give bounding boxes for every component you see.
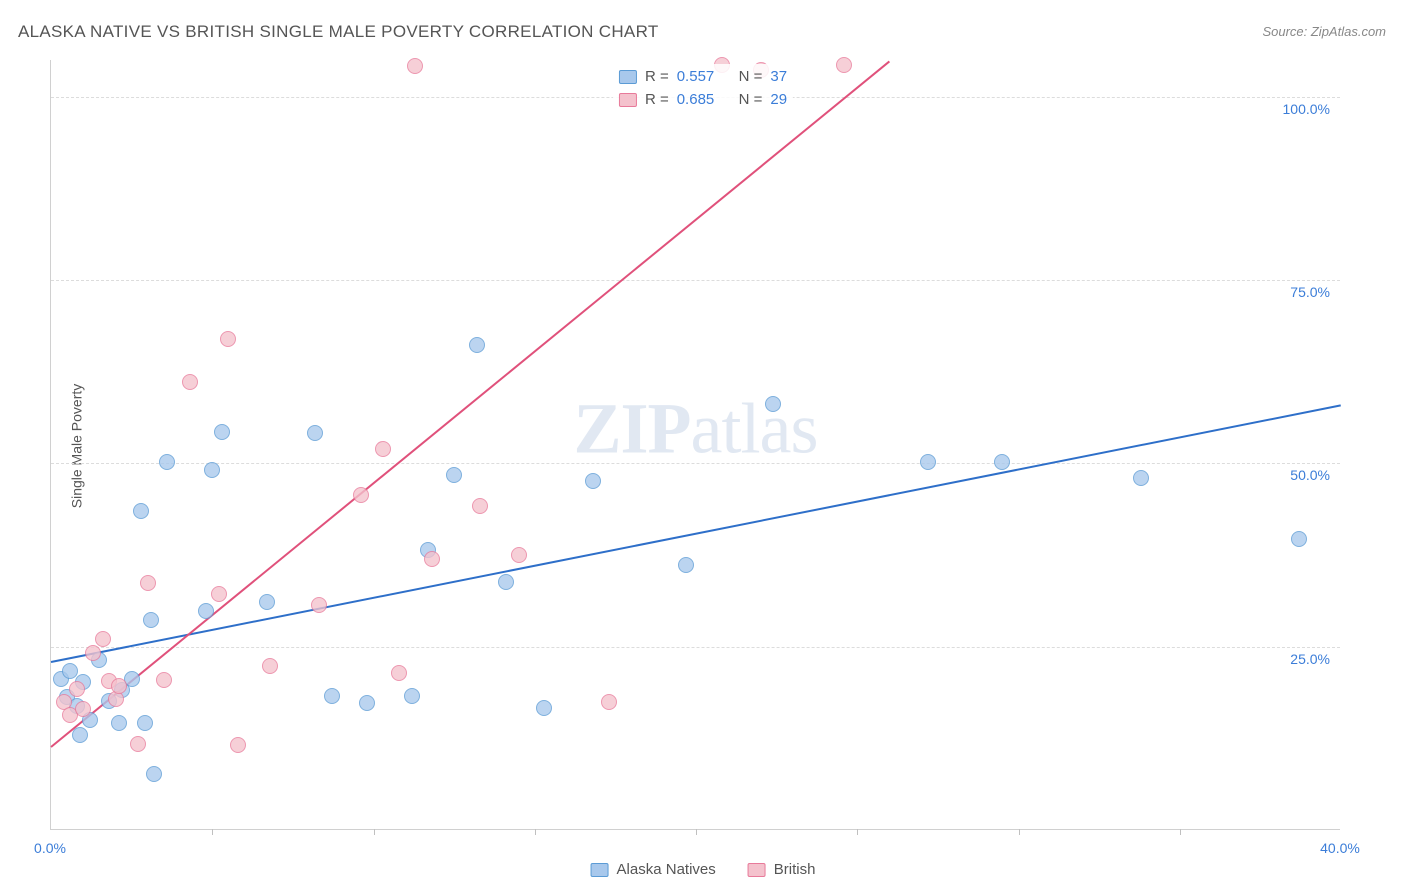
scatter-point: [498, 574, 514, 590]
scatter-point: [143, 612, 159, 628]
scatter-point: [391, 665, 407, 681]
scatter-point: [111, 678, 127, 694]
x-tick-mark: [374, 829, 375, 835]
swatch-icon: [619, 93, 637, 107]
grid-line: [51, 647, 1340, 648]
chart-title: ALASKA NATIVE VS BRITISH SINGLE MALE POV…: [18, 22, 659, 42]
scatter-point: [140, 575, 156, 591]
x-tick-mark: [212, 829, 213, 835]
y-tick-label: 25.0%: [1290, 651, 1330, 667]
scatter-point: [994, 454, 1010, 470]
x-tick-mark: [696, 829, 697, 835]
x-tick-mark: [857, 829, 858, 835]
scatter-point: [469, 337, 485, 353]
scatter-point: [311, 597, 327, 613]
scatter-point: [601, 694, 617, 710]
scatter-point: [95, 631, 111, 647]
scatter-point: [424, 551, 440, 567]
scatter-point: [72, 727, 88, 743]
scatter-point: [1291, 531, 1307, 547]
scatter-point: [585, 473, 601, 489]
scatter-point: [836, 57, 852, 73]
scatter-point: [472, 498, 488, 514]
scatter-point: [920, 454, 936, 470]
scatter-point: [765, 396, 781, 412]
scatter-point: [137, 715, 153, 731]
legend-item-0: Alaska Natives: [591, 861, 716, 878]
scatter-point: [404, 688, 420, 704]
scatter-point: [446, 467, 462, 483]
swatch-icon: [591, 863, 609, 877]
x-tick-mark: [1180, 829, 1181, 835]
y-tick-label: 75.0%: [1290, 284, 1330, 300]
plot-area: ZIPatlas 25.0%50.0%75.0%100.0%: [50, 60, 1340, 830]
swatch-icon: [619, 70, 637, 84]
swatch-icon: [748, 863, 766, 877]
stats-row-series-1: R = 0.685 N = 29: [619, 89, 787, 112]
x-tick-label: 0.0%: [34, 840, 66, 856]
scatter-point: [85, 645, 101, 661]
scatter-point: [230, 737, 246, 753]
chart-container: ALASKA NATIVE VS BRITISH SINGLE MALE POV…: [0, 0, 1406, 892]
scatter-point: [262, 658, 278, 674]
scatter-point: [678, 557, 694, 573]
scatter-point: [111, 715, 127, 731]
scatter-point: [324, 688, 340, 704]
grid-line: [51, 463, 1340, 464]
scatter-point: [1133, 470, 1149, 486]
bottom-legend: Alaska Natives British: [591, 861, 816, 878]
scatter-point: [511, 547, 527, 563]
scatter-point: [307, 425, 323, 441]
scatter-point: [375, 441, 391, 457]
scatter-point: [353, 487, 369, 503]
scatter-point: [407, 58, 423, 74]
scatter-point: [198, 603, 214, 619]
x-tick-mark: [1019, 829, 1020, 835]
source-label: Source: ZipAtlas.com: [1262, 24, 1386, 39]
scatter-point: [359, 695, 375, 711]
scatter-point: [182, 374, 198, 390]
scatter-point: [75, 701, 91, 717]
scatter-point: [69, 681, 85, 697]
scatter-point: [214, 424, 230, 440]
y-tick-label: 50.0%: [1290, 467, 1330, 483]
trend-line: [51, 405, 1341, 664]
scatter-point: [259, 594, 275, 610]
scatter-point: [133, 503, 149, 519]
grid-line: [51, 280, 1340, 281]
scatter-point: [130, 736, 146, 752]
trend-line: [50, 60, 890, 747]
x-tick-label: 40.0%: [1320, 840, 1360, 856]
scatter-point: [156, 672, 172, 688]
scatter-point: [204, 462, 220, 478]
scatter-point: [211, 586, 227, 602]
y-tick-label: 100.0%: [1283, 101, 1330, 117]
x-tick-mark: [535, 829, 536, 835]
legend-item-1: British: [748, 861, 816, 878]
scatter-point: [159, 454, 175, 470]
stats-legend: R = 0.557 N = 37 R = 0.685 N = 29: [613, 64, 793, 113]
scatter-point: [220, 331, 236, 347]
scatter-point: [146, 766, 162, 782]
scatter-point: [536, 700, 552, 716]
stats-row-series-0: R = 0.557 N = 37: [619, 66, 787, 89]
